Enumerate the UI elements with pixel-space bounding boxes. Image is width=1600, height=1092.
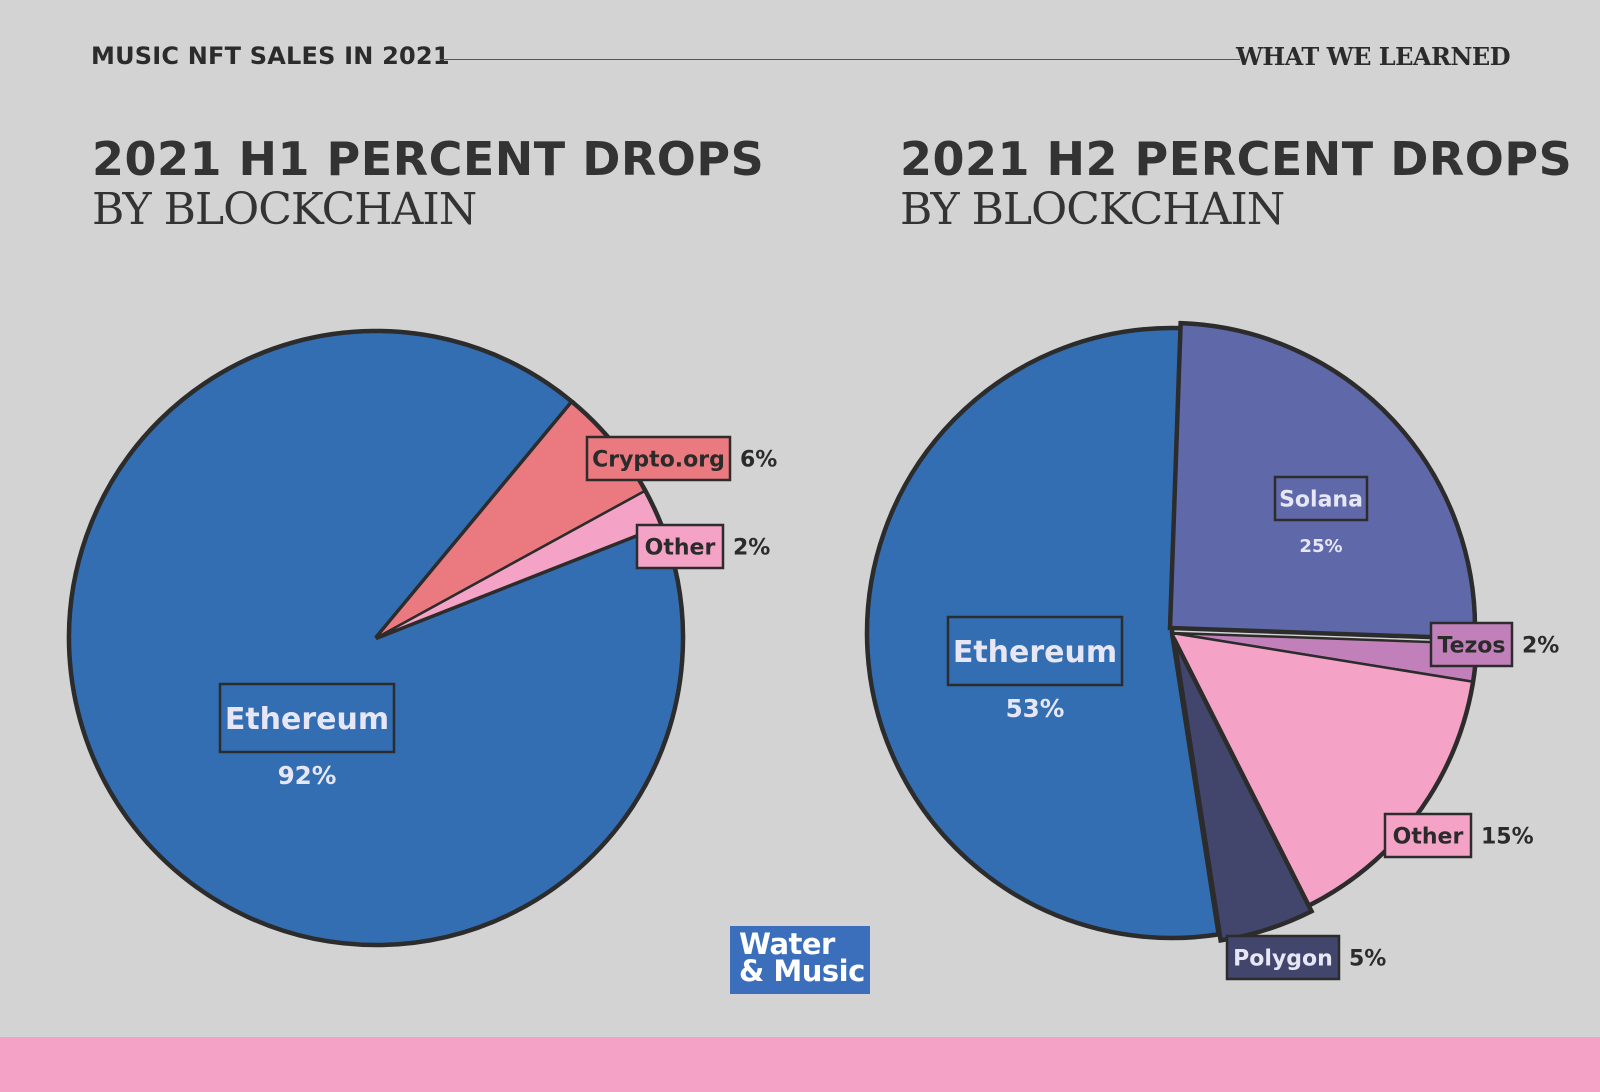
chart-h1: Ethereum 92% Crypto.org 6% Other 2% [66, 328, 777, 948]
logo-line-2: & Music [739, 954, 865, 988]
ethereum-h2-label-box [946, 615, 1124, 687]
ethereum-h1-label: Ethereum [225, 702, 389, 737]
crypto-org-h1-value-label: 6% [740, 448, 777, 473]
chart-h2-title: 2021 H2 PERCENT DROPS [900, 132, 1573, 186]
tezos-h2-value-label: 2% [1522, 634, 1559, 659]
crypto-org-h1-label-group: Crypto.org 6% [585, 435, 777, 482]
polygon-h2-value-label: 5% [1349, 947, 1386, 972]
slice-solana [1167, 320, 1478, 641]
logo-line-1: Water [739, 927, 835, 961]
tezos-h2-label: Tezos [1437, 633, 1505, 658]
other-h2-label-group: Other 15% [1383, 812, 1534, 859]
chart-h1-title-block: 2021 H1 PERCENT DROPS BY BLOCKCHAIN [92, 132, 764, 234]
other-h2-label: Other [1393, 824, 1464, 849]
ethereum-h2-label: Ethereum [953, 635, 1117, 670]
slice-polygon [1171, 637, 1315, 943]
header-divider [440, 59, 1240, 60]
solana-h2-label-box [1273, 475, 1369, 522]
polygon-h2-label-box [1225, 934, 1341, 981]
ethereum-h2-label-group: Ethereum 53% [946, 615, 1124, 723]
slices-outer-arc [1308, 643, 1480, 908]
other-h1-value-label: 2% [733, 536, 770, 561]
chart-h1-subtitle: BY BLOCKCHAIN [92, 184, 477, 235]
footer-band [0, 1037, 1600, 1092]
ethereum-h1-label-box [218, 682, 396, 754]
chart-h2-title-block: 2021 H2 PERCENT DROPS BY BLOCKCHAIN [900, 132, 1572, 234]
chart-h2-subtitle: BY BLOCKCHAIN [900, 184, 1285, 235]
other-h1-label-group: Other 2% [635, 523, 770, 570]
polygon-h2-label-group: Polygon 5% [1225, 934, 1386, 981]
crypto-org-h1-label: Crypto.org [592, 447, 725, 472]
other-h1-label-box [635, 523, 725, 570]
tezos-h2-label-group: Tezos 2% [1429, 621, 1559, 668]
header-section-label: WHAT WE LEARNED [1235, 42, 1511, 71]
header-title: MUSIC NFT SALES IN 2021 [91, 42, 450, 70]
ethereum-h1-value-label: 92% [278, 761, 337, 790]
other-h1-label: Other [645, 535, 716, 560]
solana-h2-label: Solana [1279, 487, 1363, 512]
ethereum-h1-label-group: Ethereum 92% [218, 682, 396, 790]
tezos-h2-label-box [1429, 621, 1514, 668]
water-and-music-logo: Water & Music [730, 926, 870, 994]
solana-h2-value-label: 25% [1299, 536, 1342, 557]
ethereum-h2-value-label: 53% [1006, 694, 1065, 723]
other-h2-value-label: 15% [1481, 825, 1534, 850]
other-h2-label-box [1383, 812, 1473, 859]
slice-ethereum [864, 325, 1222, 941]
solana-h2-label-group: Solana 25% [1273, 475, 1369, 557]
chart-h2: Solana 25% Tezos 2% Other 15% Polygon 5% Ethereu… [864, 320, 1559, 981]
polygon-h2-label: Polygon [1233, 946, 1333, 971]
chart-h1-title: 2021 H1 PERCENT DROPS [92, 132, 765, 186]
crypto-org-h1-label-box [585, 435, 732, 482]
